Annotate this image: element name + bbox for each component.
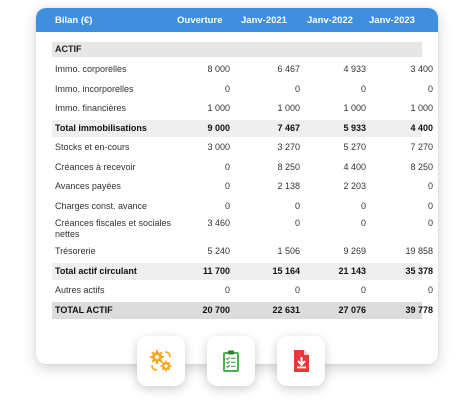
row-value: 3 460	[207, 218, 230, 228]
row-value: 0	[224, 161, 230, 172]
row-value: 8 250	[410, 161, 433, 172]
row-label: Immo. financières	[55, 103, 127, 113]
row-label: Avances payées	[55, 181, 121, 191]
row-value: 19 858	[405, 246, 433, 256]
table-header: Bilan (€) Ouverture Janv-2021 Janv-2022 …	[36, 8, 438, 32]
row-value: 1 000	[277, 103, 300, 113]
gears-icon	[150, 350, 172, 372]
row-value: 5 933	[343, 122, 366, 133]
row-value: 0	[294, 200, 300, 211]
row-value: 0	[224, 200, 230, 211]
row-value: 5 240	[207, 246, 230, 256]
row-value: 3 000	[207, 142, 230, 152]
row-value: 3 270	[277, 142, 300, 152]
row-value: 0	[427, 200, 433, 211]
row-value: 39 778	[405, 304, 433, 315]
section-actif: ACTIF	[52, 42, 422, 57]
table-row: Charges const. avance 0 0 0 0	[52, 197, 433, 217]
clipboard-checklist-icon	[223, 350, 239, 372]
row-value: 22 631	[272, 304, 300, 315]
row-value: 2 138	[277, 181, 300, 191]
table-row: Total immobilisations 9 000 7 467 5 933 4 40…	[52, 119, 433, 137]
row-value: 0	[224, 285, 230, 295]
row-value: 11 700	[202, 265, 230, 276]
row-label: Total immobilisations	[55, 122, 147, 133]
row-value: 9 269	[343, 246, 366, 256]
column-header-janv-2022: Janv-2022	[307, 15, 353, 26]
row-value: 4 400	[410, 122, 433, 133]
row-value: 1 506	[277, 246, 300, 256]
row-value: 15 164	[272, 265, 300, 276]
row-label: Immo. incorporelles	[55, 83, 134, 94]
column-header-janv-2023: Janv-2023	[369, 15, 415, 26]
row-value: 0	[427, 181, 433, 191]
row-value: 1 000	[410, 103, 433, 113]
row-value: 0	[224, 181, 230, 191]
column-header-janv-2021: Janv-2021	[241, 15, 287, 26]
table-row: Autres actifs 0 0 0 0	[52, 281, 433, 301]
row-value: 0	[294, 285, 300, 295]
row-label: TOTAL ACTIF	[55, 304, 113, 315]
row-label: Total actif circulant	[55, 265, 137, 276]
row-value: 0	[294, 83, 300, 94]
row-value: 0	[427, 218, 433, 228]
row-value: 35 378	[405, 265, 433, 276]
row-value: 0	[294, 218, 300, 228]
row-value: 8 250	[277, 161, 300, 172]
row-value: 1 000	[207, 103, 230, 113]
settings-button[interactable]	[137, 336, 185, 386]
table-row: Stocks et en-cours 3 000 3 270 5 270 7 270	[52, 138, 433, 158]
row-value: 5 270	[343, 142, 366, 152]
row-value: 21 143	[338, 265, 366, 276]
row-value: 0	[427, 83, 433, 94]
row-value: 4 400	[343, 161, 366, 172]
row-value: 7 270	[410, 142, 433, 152]
row-value: 0	[224, 83, 230, 94]
row-value: 20 700	[202, 304, 230, 315]
pdf-download-icon	[294, 350, 309, 372]
row-value: 7 467	[277, 122, 300, 133]
table-row: Avances payées 0 2 138 2 203 0	[52, 177, 433, 197]
row-label: Autres actifs	[55, 285, 105, 295]
row-value: 6 467	[277, 64, 300, 74]
row-value: 0	[360, 83, 366, 94]
balance-sheet-card: Bilan (€) Ouverture Janv-2021 Janv-2022 …	[36, 8, 438, 364]
row-value: 2 203	[343, 181, 366, 191]
row-label: Créances fiscales et sociales nettes	[55, 218, 172, 239]
column-header-ouverture: Ouverture	[177, 15, 223, 26]
row-value: 3 400	[410, 64, 433, 74]
row-value: 0	[360, 218, 366, 228]
row-label: Stocks et en-cours	[55, 142, 130, 152]
row-value: 9 000	[207, 122, 230, 133]
table-row: Immo. corporelles 8 000 6 467 4 933 3 400	[52, 60, 433, 80]
table-row: Immo. incorporelles 0 0 0 0	[52, 80, 433, 100]
row-value: 0	[360, 285, 366, 295]
table-row: Trésorerie 5 240 1 506 9 269 19 858	[52, 242, 433, 262]
row-value: 4 933	[343, 64, 366, 74]
table-title: Bilan (€)	[55, 15, 93, 26]
table-row: TOTAL ACTIF 20 700 22 631 27 076 39 778	[52, 301, 433, 319]
row-label: Créances à recevoir	[55, 161, 136, 172]
table-row: Créances fiscales et sociales nettes 3 46…	[52, 216, 433, 242]
row-value: 8 000	[207, 64, 230, 74]
row-value: 0	[360, 200, 366, 211]
table-row: Total actif circulant 11 700 15 164 21 143 3…	[52, 262, 433, 280]
action-icons-bar	[0, 336, 474, 392]
row-value: 1 000	[343, 103, 366, 113]
table-row: Créances à recevoir 0 8 250 4 400 8 250	[52, 158, 433, 178]
row-label: Charges const. avance	[55, 200, 148, 211]
row-value: 27 076	[338, 304, 366, 315]
row-label: Immo. corporelles	[55, 64, 127, 74]
table-row: Immo. financières 1 000 1 000 1 000 1 000	[52, 99, 433, 119]
row-label: Trésorerie	[55, 246, 96, 256]
checklist-button[interactable]	[207, 336, 255, 386]
pdf-download-button[interactable]	[277, 336, 325, 386]
row-value: 0	[427, 285, 433, 295]
